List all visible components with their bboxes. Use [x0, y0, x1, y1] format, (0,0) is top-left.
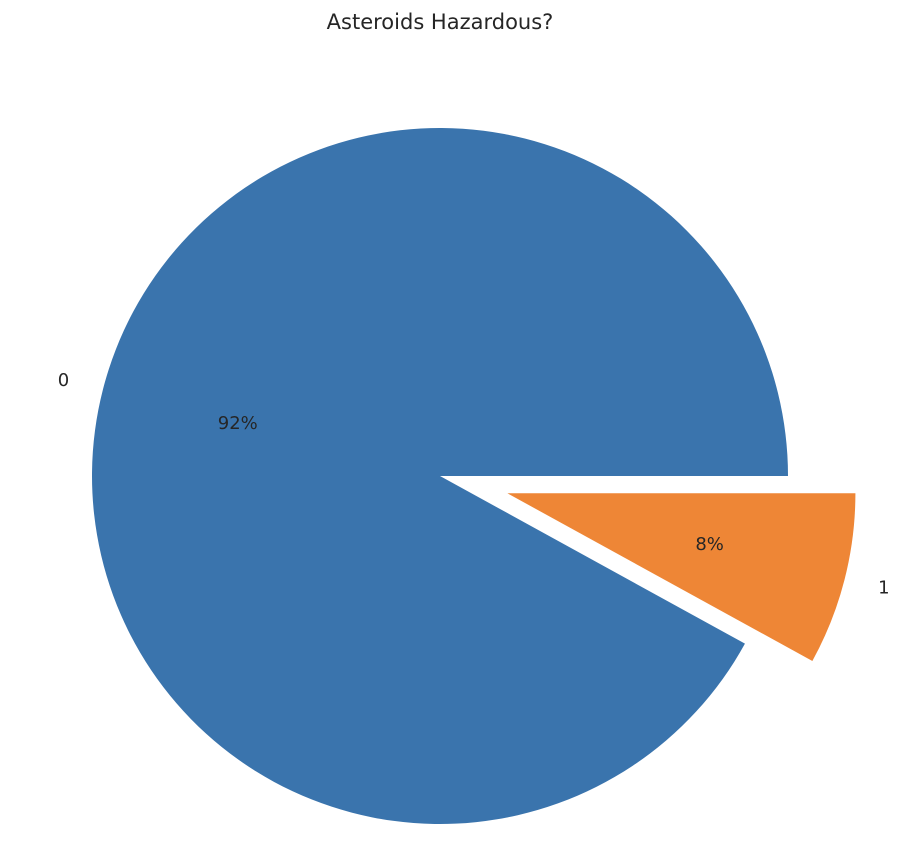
chart-title: Asteroids Hazardous?: [327, 10, 554, 34]
category-label-1: 1: [878, 578, 889, 599]
pie-slice-1: [507, 493, 856, 661]
pie-labels: 92% 0 8% 1: [58, 370, 890, 599]
pie-slice-0: [91, 127, 789, 824]
pct-label-0: 92%: [218, 413, 258, 434]
pct-label-1: 8%: [695, 534, 724, 555]
pie-slices: [91, 127, 856, 824]
category-label-0: 0: [58, 370, 69, 391]
